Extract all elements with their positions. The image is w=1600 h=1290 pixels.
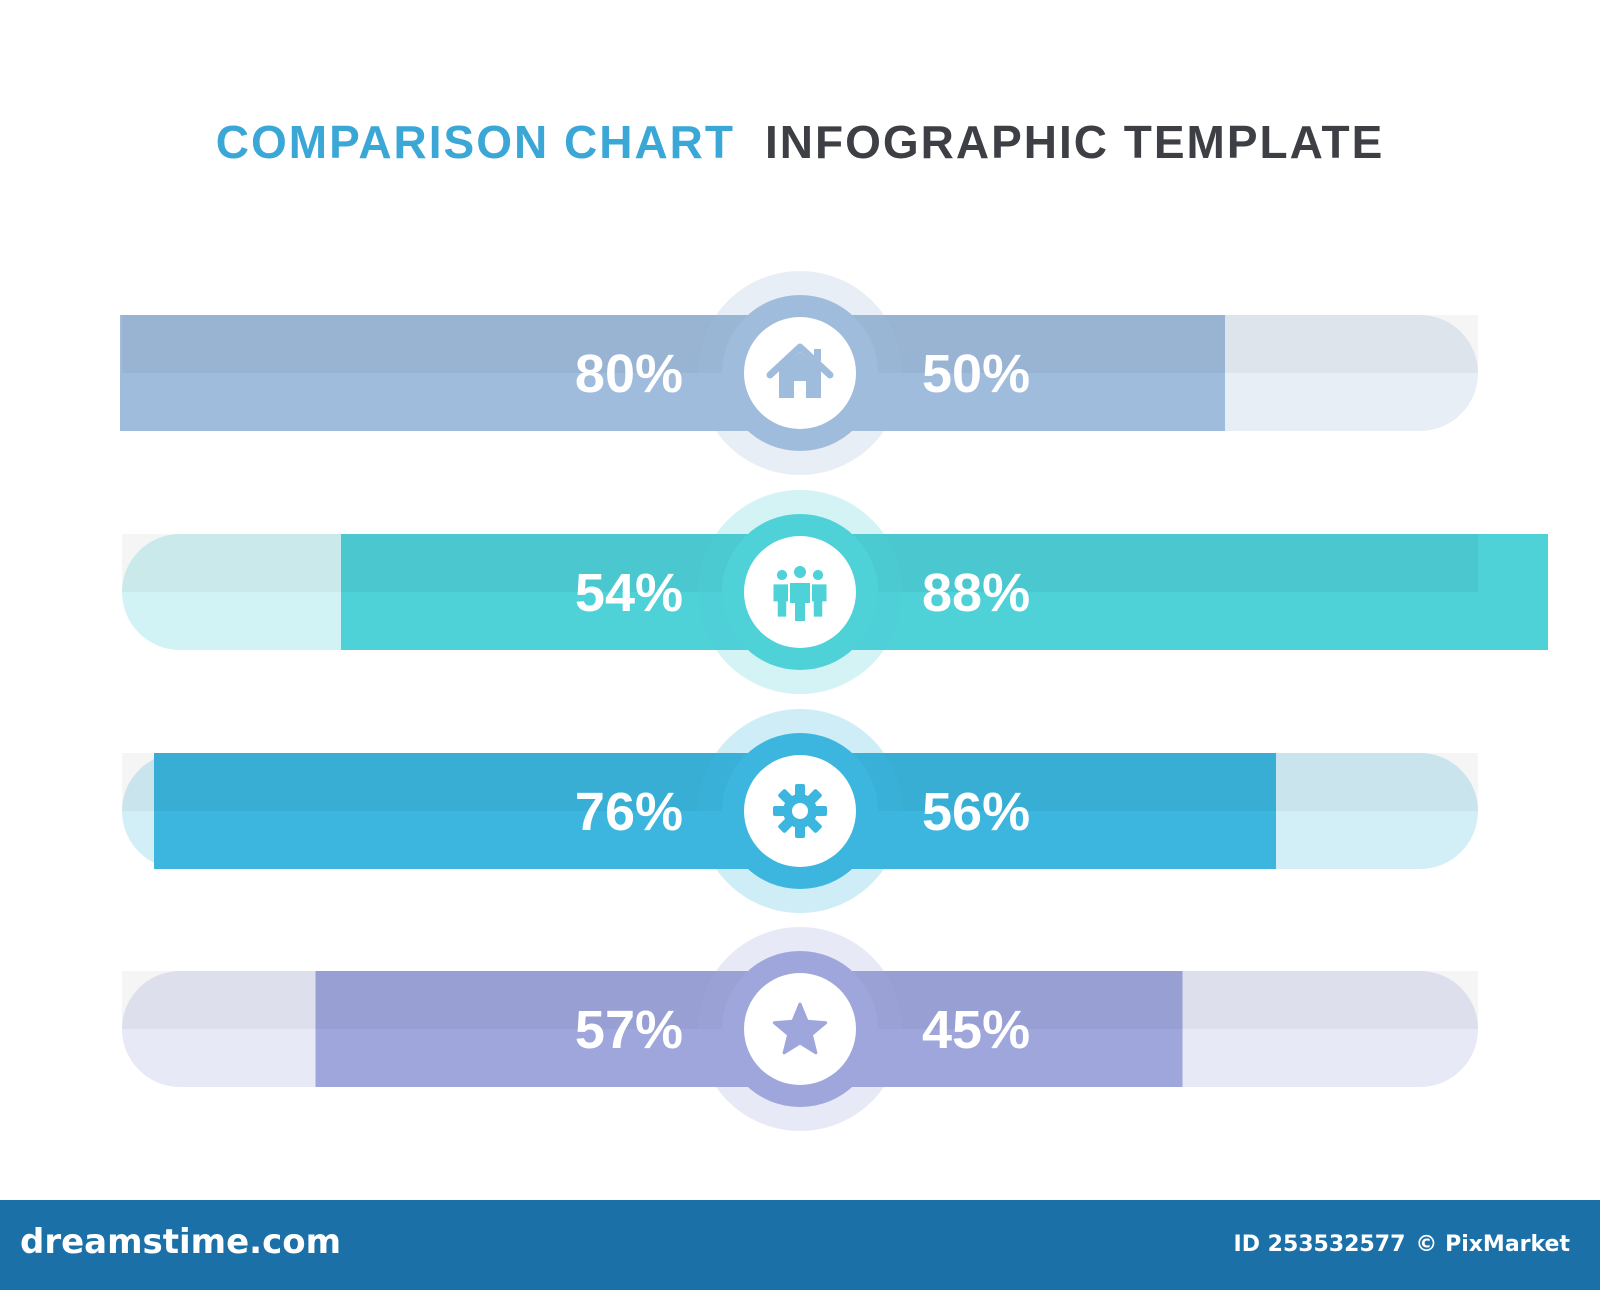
value-label-right: 56% — [922, 782, 1030, 842]
bar-left — [154, 753, 800, 869]
gear-icon — [773, 784, 827, 838]
value-label-right: 50% — [922, 344, 1030, 404]
footer-id: ID 253532577 — [1233, 1232, 1406, 1257]
footer-credit: ID 253532577 © PixMarket — [1234, 1232, 1570, 1257]
value-label-left: 80% — [575, 344, 683, 404]
comparison-row: 80% 50% — [120, 271, 1478, 475]
title-main: INFOGRAPHIC TEMPLATE — [765, 116, 1385, 168]
bar-left — [120, 315, 800, 431]
comparison-chart: 80% 50% 54% 88% 76% 56% 57% 45% — [120, 271, 1548, 1131]
footer-brand: dreamstime.com — [20, 1222, 342, 1262]
comparison-row: 76% 56% — [122, 709, 1478, 913]
footer-author: © PixMarket — [1415, 1232, 1570, 1257]
title-accent: COMPARISON CHART — [215, 116, 735, 168]
value-label-left: 76% — [575, 782, 683, 842]
value-label-left: 54% — [575, 563, 683, 623]
bar-right — [800, 534, 1548, 650]
bar-right — [800, 753, 1276, 869]
team-icon — [771, 564, 829, 623]
value-label-left: 57% — [575, 1000, 683, 1060]
bar-left — [315, 971, 800, 1087]
value-label-right: 45% — [922, 1000, 1030, 1060]
star-icon — [772, 1002, 828, 1055]
value-label-right: 88% — [922, 563, 1030, 623]
comparison-row: 54% 88% — [122, 490, 1548, 694]
comparison-row: 57% 45% — [122, 927, 1478, 1131]
footer-bar: dreamstime.com ID 253532577 © PixMarket — [0, 1200, 1600, 1290]
house-icon — [766, 343, 834, 398]
chart-title: COMPARISON CHART INFOGRAPHIC TEMPLATE — [0, 115, 1600, 169]
